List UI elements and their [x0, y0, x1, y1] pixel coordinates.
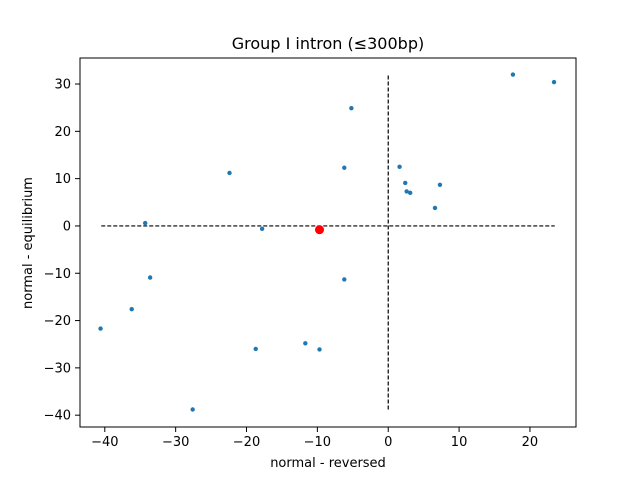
x-tick-label: 0 — [384, 435, 392, 450]
data-point — [129, 307, 134, 312]
x-axis-label: normal - reversed — [270, 456, 386, 471]
plot-frame — [79, 57, 577, 428]
x-tick-label: 10 — [451, 435, 468, 450]
chart-title: Group I intron (≤300bp) — [232, 34, 424, 53]
data-point — [432, 205, 438, 211]
data-point — [317, 347, 322, 352]
x-tick-label: −30 — [162, 435, 189, 450]
y-axis-label: normal - equilibrium — [21, 177, 36, 309]
data-point — [349, 105, 354, 111]
data-point — [98, 326, 103, 331]
data-point — [397, 164, 402, 170]
data-point — [190, 407, 195, 412]
data-point — [342, 165, 347, 170]
data-point — [253, 346, 258, 352]
x-tick-label: −40 — [91, 435, 118, 450]
data-point — [147, 275, 153, 280]
data-point — [342, 277, 347, 282]
data-point — [142, 220, 148, 226]
x-tick-label: −20 — [233, 435, 260, 450]
data-point — [303, 341, 308, 346]
y-tick-label: −40 — [44, 409, 71, 424]
y-tick-label: 10 — [54, 172, 71, 187]
y-tick-label: 30 — [54, 78, 71, 93]
highlighted-data-point — [314, 225, 324, 235]
data-point — [259, 226, 265, 231]
y-tick-label: −20 — [44, 314, 71, 329]
data-point — [403, 180, 408, 186]
data-point — [227, 170, 232, 176]
data-point — [437, 182, 443, 187]
y-tick-label: 20 — [54, 125, 71, 140]
data-point — [551, 79, 557, 85]
data-point — [510, 72, 516, 77]
x-tick-label: −10 — [304, 435, 331, 450]
data-point — [404, 189, 409, 194]
y-tick-label: −10 — [44, 267, 71, 282]
x-tick-label: 20 — [522, 435, 539, 450]
y-tick-label: −30 — [44, 361, 71, 376]
plot-area: −40 −30 −20 −10 0 10 20 −40 −30 −20 −10 0 10 20 30 — [44, 57, 577, 450]
y-tick-label: 0 — [63, 219, 71, 234]
data-point — [407, 190, 413, 196]
